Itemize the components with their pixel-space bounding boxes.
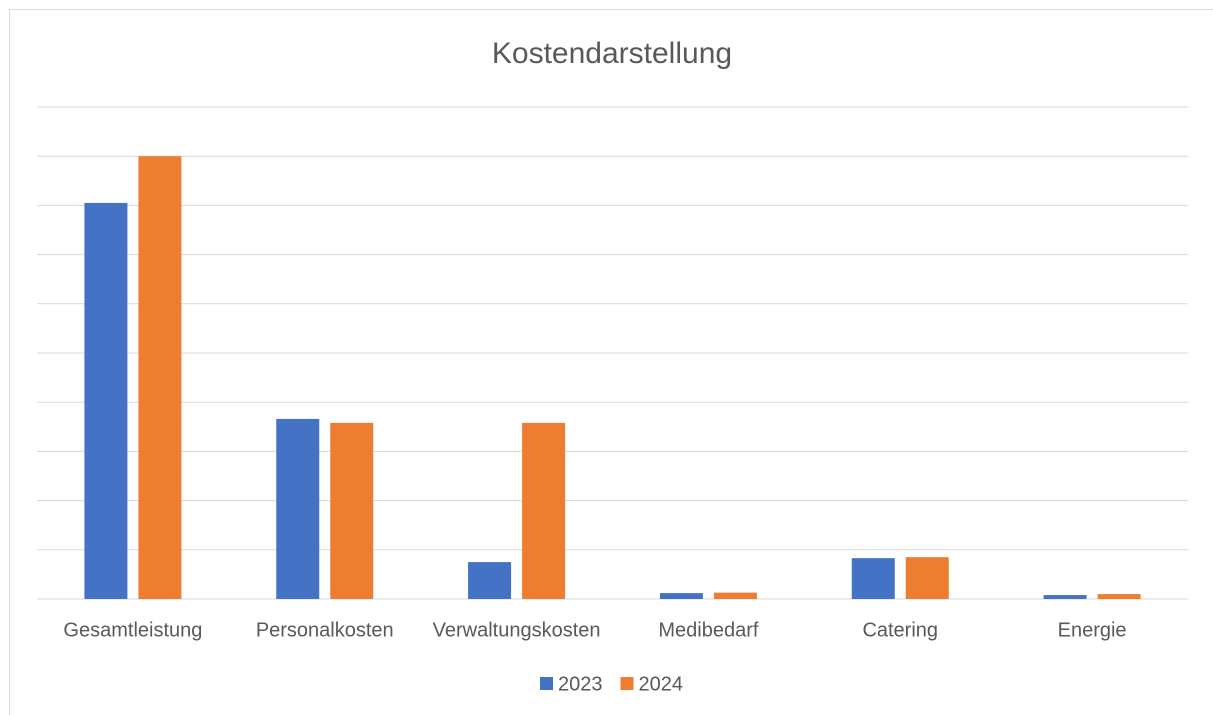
x-tick-label: Verwaltungskosten (433, 619, 601, 641)
x-tick-label: Catering (862, 619, 938, 641)
bar (851, 558, 895, 599)
legend-label: 2023 (558, 673, 603, 695)
bar (905, 557, 949, 599)
bar (713, 592, 757, 599)
chart-border (9, 9, 1213, 715)
x-tick-label: Medibedarf (658, 619, 759, 641)
legend-swatch (540, 677, 553, 690)
bar (138, 156, 182, 599)
bar (84, 202, 128, 599)
bar (330, 422, 374, 599)
bar (276, 418, 320, 599)
bar (468, 562, 512, 599)
x-tick-label: Personalkosten (256, 619, 394, 641)
legend-label: 2024 (639, 673, 684, 695)
legend-swatch (620, 677, 634, 690)
bar (659, 593, 703, 599)
x-tick-label: Gesamtleistung (63, 619, 202, 641)
chart-title: Kostendarstellung (492, 37, 732, 70)
bar (1043, 595, 1087, 599)
bar (522, 422, 566, 599)
x-tick-label: Energie (1058, 619, 1127, 641)
bar (1097, 594, 1141, 599)
